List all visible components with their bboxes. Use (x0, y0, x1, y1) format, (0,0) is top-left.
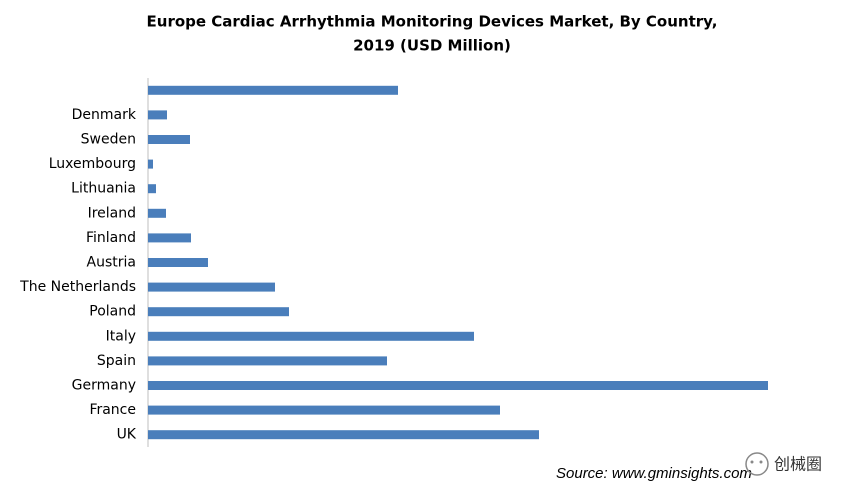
bar (148, 405, 500, 415)
bar (148, 258, 208, 267)
y-tick-label: Denmark (72, 107, 137, 123)
watermark-icon (745, 452, 769, 476)
y-tick-label: Poland (89, 304, 136, 320)
bar (148, 184, 156, 194)
bar (148, 282, 275, 292)
bar (148, 331, 474, 341)
bar (148, 85, 398, 95)
y-tick-label: Sweden (81, 132, 136, 148)
watermark: 创械圈 (774, 455, 822, 474)
bar (148, 135, 190, 144)
chart-title: Europe Cardiac Arrhythmia Monitoring Dev… (147, 13, 718, 31)
chart-title: 2019 (USD Million) (353, 37, 511, 55)
y-tick-label: Spain (97, 353, 136, 369)
y-tick-label: Lithuania (71, 181, 136, 197)
bar (148, 381, 768, 390)
y-tick-label: The Netherlands (19, 279, 136, 295)
y-tick-label: Luxembourg (49, 156, 136, 172)
y-tick-label: Finland (86, 230, 136, 246)
bar (148, 110, 167, 120)
y-tick-label: Austria (87, 255, 136, 271)
y-tick-label: Germany (72, 378, 136, 394)
source: Source: www.gminsights.com (556, 465, 752, 482)
bar (148, 307, 289, 317)
y-tick-label: France (89, 402, 136, 418)
bar (148, 208, 166, 218)
bar (148, 233, 191, 243)
bar (148, 356, 387, 366)
bar (148, 430, 539, 440)
bar (148, 159, 153, 169)
y-tick-label: Ireland (88, 205, 136, 221)
y-tick-label: UK (117, 427, 137, 443)
y-tick-label: Italy (106, 328, 136, 344)
